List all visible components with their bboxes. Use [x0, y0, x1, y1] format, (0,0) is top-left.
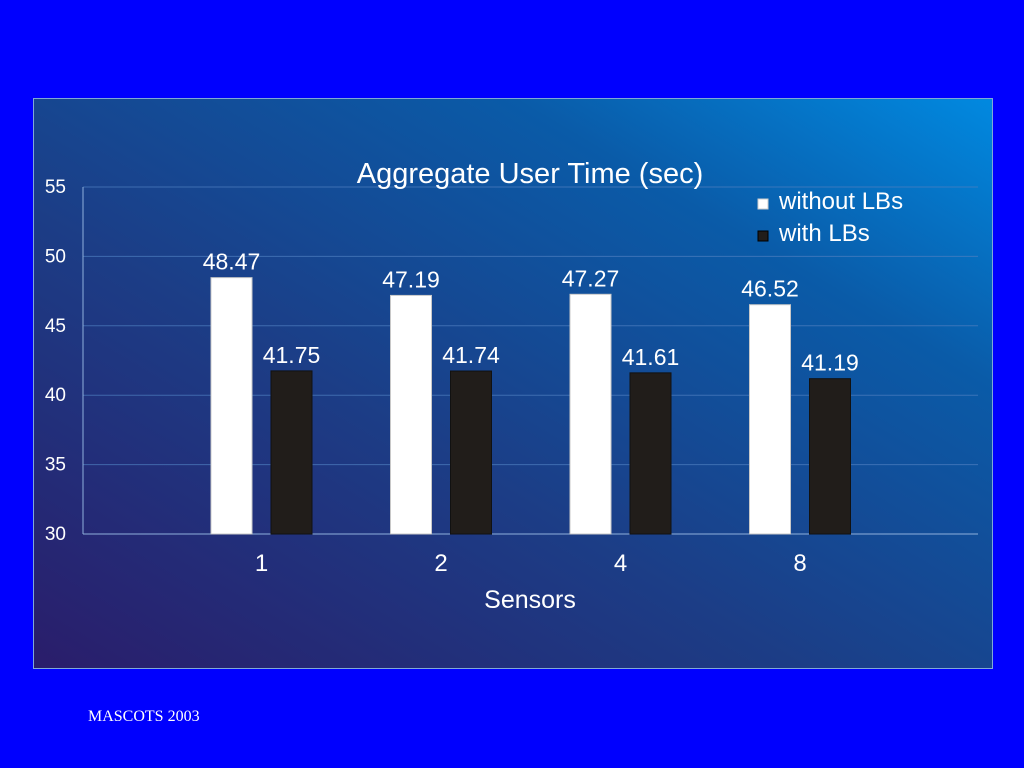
- y-tick-label: 45: [45, 316, 66, 337]
- data-label: 46.52: [741, 276, 799, 302]
- footer-text: MASCOTS 2003: [88, 708, 200, 725]
- y-tick-label: 50: [45, 246, 66, 267]
- data-label: 47.19: [382, 266, 440, 292]
- legend: without LBs with LBs: [757, 188, 903, 247]
- bar-without-lbs: [210, 277, 253, 535]
- chart-panel: 30 35 40 45 50 55 1 2 4 8 48.47 41.75 47.19 41.74 47.…: [33, 98, 993, 669]
- bar-with-lbs: [809, 378, 851, 535]
- x-tick-label: 8: [793, 550, 806, 577]
- x-axis-label: Sensors: [484, 586, 576, 614]
- x-tick-label: 2: [434, 550, 447, 577]
- legend-swatch: [757, 230, 769, 242]
- bar-without-lbs: [569, 293, 612, 535]
- x-tick-label: 1: [255, 550, 268, 577]
- bar-chart: 30 35 40 45 50 55 1 2 4 8 48.47 41.75 47.19 41.74 47.…: [45, 158, 978, 614]
- bar-without-lbs: [390, 294, 432, 535]
- data-label: 41.61: [622, 344, 680, 370]
- bar-with-lbs: [450, 370, 492, 535]
- legend-label: with LBs: [778, 220, 870, 247]
- y-tick-label: 30: [45, 524, 66, 545]
- x-tick-label: 4: [614, 550, 627, 577]
- chart-title: Aggregate User Time (sec): [357, 158, 704, 190]
- data-label: 47.27: [562, 265, 620, 291]
- data-label: 48.47: [203, 249, 261, 275]
- legend-swatch: [757, 198, 769, 210]
- axes: 30 35 40 45 50 55 1 2 4 8: [45, 177, 978, 577]
- bar-with-lbs: [629, 372, 672, 535]
- y-tick-label: 35: [45, 455, 66, 476]
- data-labels: 48.47 41.75 47.19 41.74 47.27 41.61 46.52 41.19: [203, 249, 859, 376]
- y-tick-label: 40: [45, 385, 66, 406]
- bar-without-lbs: [749, 304, 791, 535]
- bars: [210, 277, 851, 535]
- data-label: 41.75: [263, 342, 321, 368]
- bar-with-lbs: [270, 370, 313, 535]
- data-label: 41.19: [801, 350, 859, 376]
- y-tick-label: 55: [45, 177, 66, 198]
- data-label: 41.74: [442, 342, 500, 368]
- legend-label: without LBs: [778, 188, 903, 215]
